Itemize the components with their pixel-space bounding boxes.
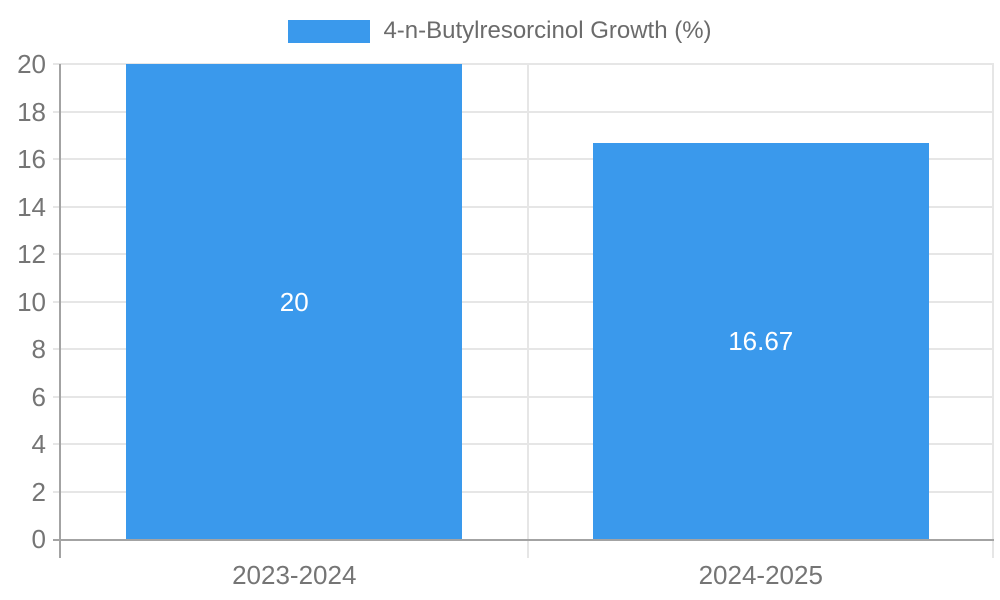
y-gridline (53, 395, 994, 398)
legend-color-swatch-icon (288, 19, 371, 43)
y-gridline (53, 63, 994, 65)
y-gridline (53, 205, 994, 208)
x-tick-label: 2023-2024 (232, 560, 357, 590)
y-tick-label: 10 (17, 286, 46, 317)
x-axis-line (53, 539, 994, 541)
y-tick-label: 4 (31, 429, 46, 459)
y-tick-label: 2 (31, 476, 46, 507)
y-gridline (53, 443, 994, 445)
y-gridline (53, 253, 994, 255)
plot-right-border (992, 64, 994, 558)
y-tick-label: 0 (31, 524, 46, 554)
y-tick-label: 16 (17, 144, 46, 174)
category-separator-line (527, 64, 529, 558)
y-gridline (53, 300, 994, 303)
y-tick-label: 6 (31, 381, 46, 412)
bar-value-label: 16.67 (728, 326, 794, 357)
legend-label: 4-n-Butylresorcinol Growth (%) (383, 17, 712, 44)
bar-2023-2024[interactable] (126, 64, 463, 539)
y-tick-label: 20 (17, 49, 46, 79)
y-tick-label: 8 (31, 334, 46, 364)
y-gridline (53, 348, 994, 350)
y-tick-label: 18 (17, 96, 46, 127)
bar-2024-2025[interactable] (592, 143, 929, 539)
y-gridline (53, 490, 994, 493)
y-tick-label: 12 (17, 239, 46, 269)
y-axis-line (59, 64, 61, 558)
chart-legend: 4-n-Butylresorcinol Growth (%) (0, 17, 1000, 45)
y-gridline (53, 110, 994, 113)
y-gridline (53, 158, 994, 160)
x-tick-label: 2024-2025 (698, 560, 823, 590)
bar-value-label: 20 (279, 286, 309, 317)
y-tick-label: 14 (17, 191, 46, 222)
